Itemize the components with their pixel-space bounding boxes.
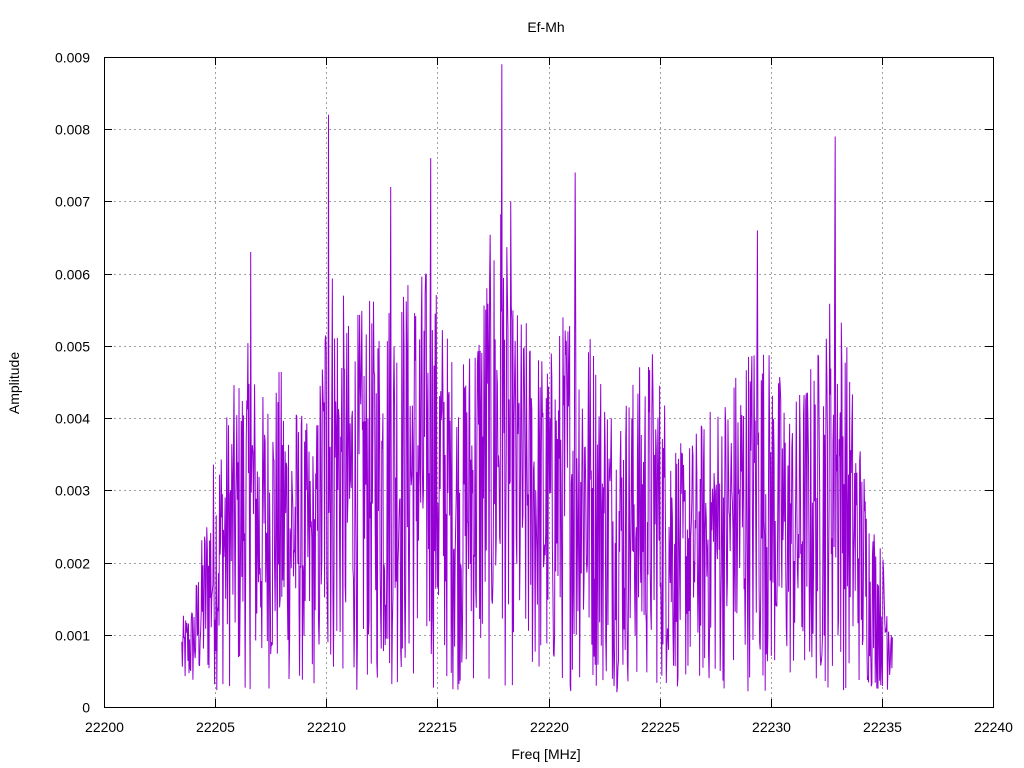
axis-ticks [104,57,994,708]
x-tick-label: 22205 [196,719,235,735]
y-tick-label: 0.007 [55,194,90,210]
y-axis-title: Amplitude [6,352,22,414]
series-layer [181,64,893,693]
y-tick-label: 0 [82,700,90,716]
chart-title: Ef-Mh [527,19,564,35]
x-tick-label: 22210 [307,719,346,735]
x-tick-label: 22240 [974,719,1013,735]
y-tick-label: 0.005 [55,339,90,355]
y-tick-labels: 0 0.001 0.002 0.003 0.004 0.005 0.006 0.007 0.00… [55,50,90,716]
x-tick-label: 22220 [530,719,569,735]
y-tick-label: 0.002 [55,556,90,572]
x-tick-label: 22215 [418,719,457,735]
x-tick-labels: 22200 22205 22210 22215 22220 22225 22230 22235… [85,719,1013,735]
x-tick-label: 22230 [752,719,791,735]
x-tick-label: 22235 [863,719,902,735]
y-tick-label: 0.004 [55,411,90,427]
y-tick-label: 0.006 [55,267,90,283]
y-tick-label: 0.008 [55,122,90,138]
y-tick-label: 0.001 [55,628,90,644]
y-tick-label: 0.009 [55,50,90,66]
x-tick-label: 22225 [641,719,680,735]
x-axis-title: Freq [MHz] [511,746,580,762]
x-tick-label: 22200 [85,719,124,735]
series-line [181,64,893,693]
y-tick-label: 0.003 [55,483,90,499]
